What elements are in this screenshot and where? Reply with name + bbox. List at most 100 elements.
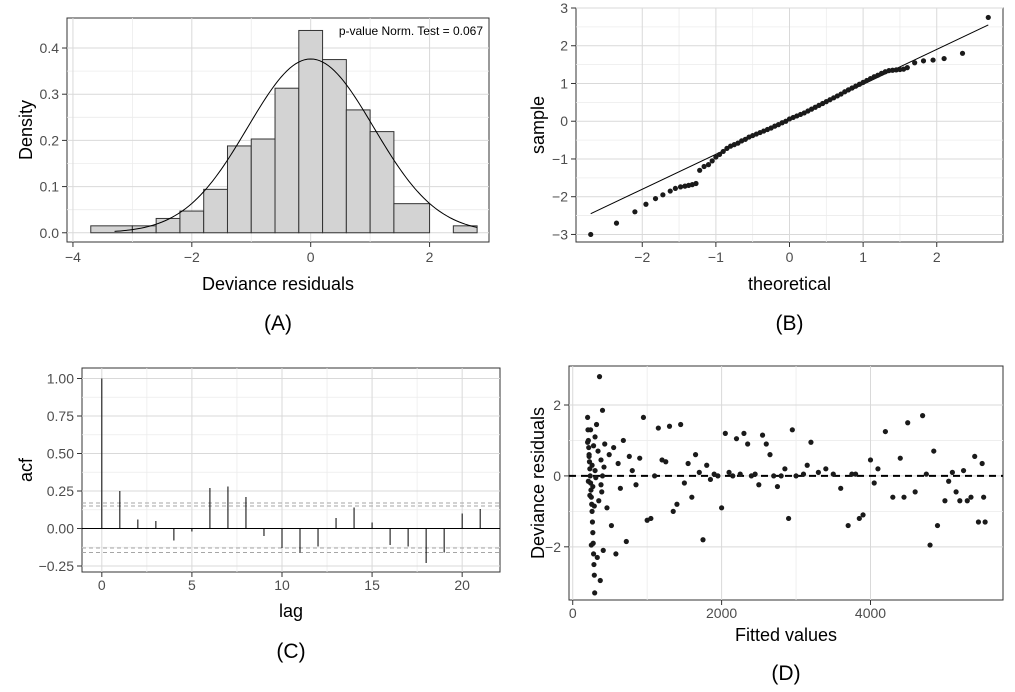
chart-1-y-tick-label: 1 <box>560 75 568 91</box>
chart-1-point <box>716 151 723 158</box>
chart-3-point <box>689 494 695 500</box>
chart-3-point <box>652 473 658 479</box>
chart-3-point <box>626 453 632 460</box>
chart-3-point <box>655 425 661 431</box>
chart-3-point <box>593 475 599 481</box>
chart-1-point <box>588 231 594 238</box>
chart-3-point <box>617 485 623 491</box>
chart-3-point <box>587 492 593 499</box>
chart-3-point <box>730 473 736 479</box>
chart-3-point <box>678 421 684 428</box>
chart-1-x-axis-title: theoretical <box>748 274 831 294</box>
chart-3-point <box>589 519 596 525</box>
chart-3-point <box>599 489 605 495</box>
chart-1-x-tick-label: −2 <box>634 249 650 265</box>
chart-3-point <box>598 482 604 488</box>
chart-3-point <box>931 448 937 454</box>
chart-3-point <box>853 471 859 477</box>
chart-3-point <box>587 427 594 433</box>
chart-3-point <box>979 460 985 467</box>
chart-0: −4 −2 0 2 0.0 0.1 0.2 0.3 0.4 Deviance residuals D… <box>16 17 490 335</box>
chart-3-point <box>849 471 855 477</box>
chart-1-y-tick-label: 0 <box>560 113 568 129</box>
chart-3-point <box>733 436 740 442</box>
chart-2-y-axis-title: acf <box>16 457 36 482</box>
chart-3-point <box>960 467 967 474</box>
chart-0-bar <box>452 225 478 234</box>
chart-3-point <box>905 420 911 426</box>
chart-3-point <box>726 469 732 475</box>
chart-1-point <box>941 55 947 62</box>
chart-3-point <box>975 519 982 525</box>
chart-3-point <box>897 455 903 461</box>
chart-3-point <box>923 471 929 477</box>
chart-3-point <box>640 414 647 421</box>
chart-3-point <box>685 460 691 467</box>
chart-3-point <box>597 577 603 584</box>
chart-3-point <box>629 467 635 474</box>
chart-3-point <box>815 469 821 475</box>
chart-1-point <box>713 154 719 160</box>
chart-2-panel <box>81 367 501 573</box>
chart-3-point <box>942 498 948 504</box>
chart-3-point <box>674 501 680 507</box>
chart-3-point <box>592 467 598 474</box>
chart-3-point <box>920 413 926 419</box>
chart-1-y-tick-label: 2 <box>560 38 568 54</box>
chart-3-point <box>856 515 862 522</box>
chart-3-point <box>593 421 600 428</box>
chart-1-x-tick-label: 2 <box>933 249 941 265</box>
chart-3-point <box>789 427 795 433</box>
chart-3-point <box>759 432 766 438</box>
chart-3-point <box>700 537 706 543</box>
chart-3-x-axis-title: Fitted values <box>735 625 837 645</box>
chart-3-point <box>946 478 952 484</box>
chart-3-point <box>592 434 598 440</box>
chart-3-x-tick-label: 2000 <box>706 605 737 621</box>
chart-1-y-tick-label: −1 <box>552 151 568 167</box>
chart-3-point <box>782 466 788 472</box>
chart-3-point <box>648 515 654 522</box>
chart-3-point <box>823 466 829 472</box>
chart-3-x-tick-label: 0 <box>569 605 577 621</box>
chart-3-point <box>774 483 781 490</box>
chart-0-bar <box>250 138 276 234</box>
chart-3-y-tick-label: 0 <box>553 468 561 484</box>
chart-3-point <box>591 503 597 509</box>
chart-3-point <box>591 572 597 578</box>
chart-0-bar <box>345 109 371 234</box>
chart-3-point <box>741 430 747 436</box>
chart-3-point <box>586 453 592 460</box>
chart-0-bar <box>226 145 252 234</box>
chart-1-point <box>720 148 726 155</box>
chart-3-point <box>598 457 604 463</box>
chart-0-x-axis-title: Deviance residuals <box>202 274 354 294</box>
chart-0-bar <box>179 210 205 234</box>
chart-1-y-axis-title: sample <box>528 96 548 154</box>
chart-1-point <box>697 167 703 173</box>
chart-3-point <box>704 462 710 468</box>
chart-3-point <box>901 494 907 500</box>
chart-2: 0 5 10 15 20 −0.25 0.00 0.25 0.50 0.75 1.00 lag acf (… <box>16 367 501 663</box>
chart-3-y-tick-label: 2 <box>553 397 561 413</box>
chart-3-point <box>890 494 896 500</box>
chart-3-point <box>596 374 603 380</box>
chart-3-point <box>793 473 799 479</box>
chart-2-y-tick-label: 0.50 <box>47 446 74 462</box>
chart-3-point <box>602 441 608 447</box>
chart-3-point <box>606 452 612 458</box>
chart-1-point <box>701 163 707 170</box>
chart-3-point <box>590 483 596 490</box>
chart-3-point <box>692 452 699 458</box>
chart-3-point <box>599 473 606 479</box>
chart-3-point <box>585 414 591 421</box>
chart-0-y-tick-label: 0.1 <box>40 179 60 195</box>
chart-3-point <box>599 407 606 413</box>
chart-3: 0 2000 4000 −2 0 2 Fitted values Deviance resid… <box>528 365 1004 685</box>
chart-3-point <box>586 444 592 451</box>
chart-2-y-tick-label: 1.00 <box>47 371 74 387</box>
chart-3-point <box>637 455 643 461</box>
chart-1-x-tick-label: −1 <box>708 249 724 265</box>
chart-1-point <box>643 201 649 207</box>
